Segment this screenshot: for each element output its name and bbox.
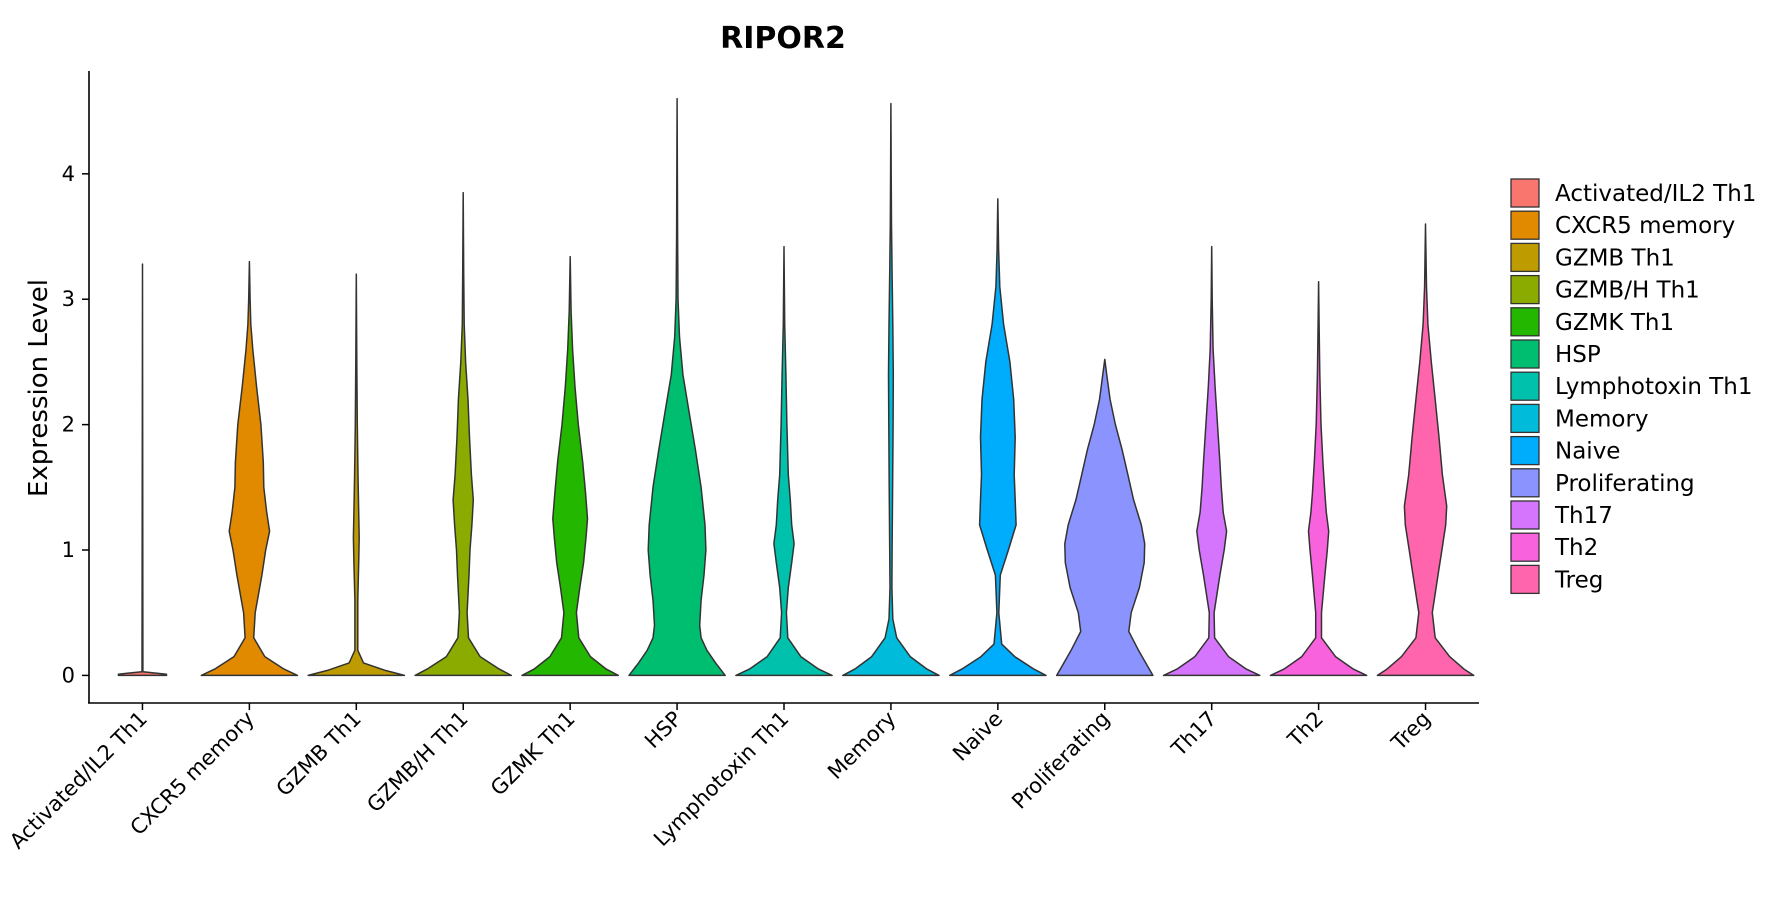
legend-swatch <box>1510 274 1540 305</box>
legend-label: GZMK Th1 <box>1555 310 1674 336</box>
violin-hsp <box>628 97 726 677</box>
legend-swatch <box>1510 178 1540 208</box>
legend-swatch <box>1510 468 1540 498</box>
legend-label: Treg <box>1554 567 1603 593</box>
chart-title: RIPOR2 <box>720 21 846 56</box>
x-tick-label: Th17 <box>1166 707 1221 762</box>
legend-swatch <box>1510 242 1540 273</box>
legend-swatch <box>1510 500 1540 530</box>
violin-gzmb-th1 <box>307 273 406 677</box>
violin-memory <box>842 102 940 677</box>
violin-proliferating <box>1055 358 1154 677</box>
legend-label: Proliferating <box>1555 471 1695 497</box>
x-tick-label: Activated/IL2 Th1 <box>5 707 152 854</box>
legend-label: Naive <box>1555 439 1620 465</box>
legend-label: Activated/IL2 Th1 <box>1555 181 1756 207</box>
x-tick-label: GZMK Th1 <box>486 707 580 801</box>
x-tick-label: HSP <box>640 707 687 754</box>
violin-naive <box>948 198 1047 677</box>
legend-label: CXCR5 memory <box>1555 213 1735 239</box>
violin-th17 <box>1162 245 1261 677</box>
y-tick-label: 0 <box>62 663 75 687</box>
y-tick-label: 3 <box>62 287 75 311</box>
violin-cxcr5-memory <box>200 260 299 677</box>
legend-label: GZMB Th1 <box>1555 245 1675 271</box>
legend-swatch <box>1510 307 1540 337</box>
legend-label: Memory <box>1555 406 1649 432</box>
x-tick-label: Proliferating <box>1007 707 1114 814</box>
violin-treg <box>1376 223 1475 677</box>
y-axis-title: Expression Level <box>24 279 54 497</box>
y-tick-label: 1 <box>62 538 75 562</box>
legend-label: Th2 <box>1554 535 1598 561</box>
legend-swatch <box>1510 403 1540 434</box>
violin-group <box>117 97 1475 677</box>
legend-swatch <box>1510 564 1540 595</box>
legend-swatch <box>1510 210 1540 240</box>
violin-th2 <box>1269 280 1368 677</box>
x-tick-label: GZMB/H Th1 <box>362 707 472 817</box>
legend-swatch <box>1510 532 1540 562</box>
violin-gzmk-th1 <box>521 255 620 677</box>
y-tick-label: 4 <box>62 162 75 186</box>
legend-label: Lymphotoxin Th1 <box>1555 374 1753 400</box>
legend: Activated/IL2 Th1 CXCR5 memory GZMB Th1 GZM… <box>1510 178 1756 595</box>
x-tick-label: Naive <box>948 707 1007 766</box>
violin-gzmb-h-th1 <box>414 191 513 677</box>
violin-activated-il2-th1 <box>117 263 168 677</box>
x-tick-label: Th2 <box>1283 707 1329 753</box>
legend-swatch <box>1510 371 1540 401</box>
legend-swatch <box>1510 339 1540 369</box>
legend-label: GZMB/H Th1 <box>1555 278 1700 304</box>
y-axis-ticks: 0 1 2 3 4 <box>62 162 89 687</box>
legend-swatch <box>1510 435 1540 466</box>
x-tick-label: Treg <box>1386 707 1435 756</box>
x-tick-label: GZMB Th1 <box>272 707 366 801</box>
legend-label: Th17 <box>1554 503 1613 529</box>
y-tick-label: 2 <box>62 413 75 437</box>
x-tick-label: Memory <box>823 707 900 784</box>
legend-label: HSP <box>1555 342 1601 368</box>
violin-lymphotoxin-th1 <box>735 245 833 677</box>
